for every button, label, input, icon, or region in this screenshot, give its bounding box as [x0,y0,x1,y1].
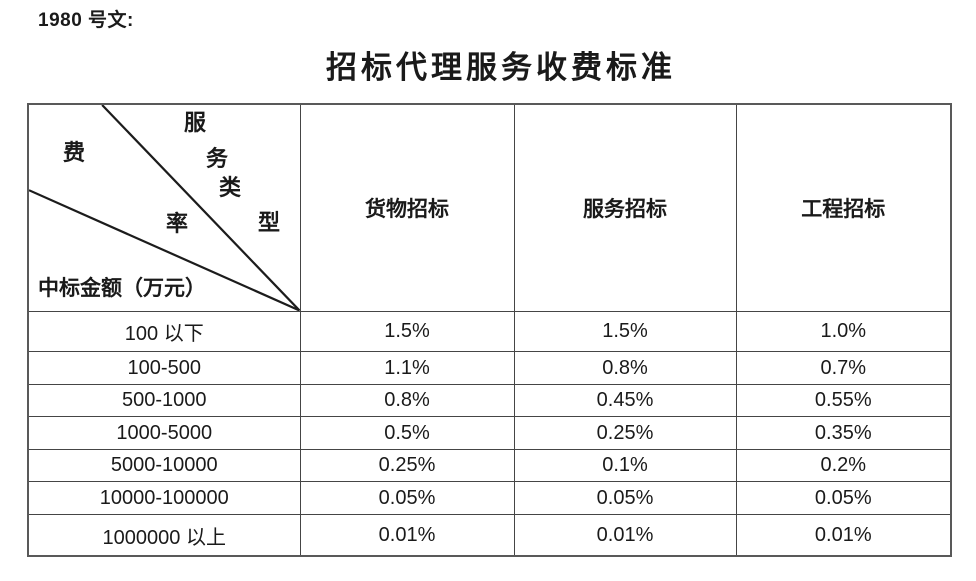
fee-value-goods: 0.01% [299,514,515,557]
table-row: 100-500 1.1% 0.8% 0.7% [27,351,952,385]
fee-value-service: 0.25% [513,416,737,450]
table-row: 1000000 以上 0.01% 0.01% 0.01% [27,514,952,557]
fee-value-engineering: 1.0% [735,310,952,353]
fee-value-engineering: 0.35% [735,416,952,450]
corner-service-type-char-1: 服 [184,110,207,135]
table-row: 5000-10000 0.25% 0.1% 0.2% [27,448,952,483]
fee-value-goods: 0.8% [299,383,515,418]
row-amount-label: 1000-5000 [27,416,301,450]
fee-value-goods: 0.5% [299,416,515,450]
fee-value-engineering: 0.01% [735,514,952,557]
table-row: 100 以下 1.5% 1.5% 1.0% [27,310,952,353]
corner-service-type-char-4: 型 [258,210,281,235]
column-header-service: 服务招标 [513,103,737,312]
row-amount-label: 500-1000 [27,383,301,418]
row-amount-label: 1000000 以上 [27,514,301,557]
fee-standard-table: 服 务 类 型 费 率 中标金额（万元） 货物招标 服务招标 工程招标 100 … [27,103,952,557]
table-row: 1000-5000 0.5% 0.25% 0.35% [27,416,952,450]
corner-fee-char: 费 [63,140,86,165]
fee-value-service: 0.05% [513,481,737,516]
diagonal-lines [29,105,299,310]
fee-value-engineering: 0.05% [735,481,952,516]
fee-value-goods: 0.25% [299,448,515,483]
row-amount-label: 100-500 [27,351,301,385]
corner-service-type-char-3: 类 [219,175,242,200]
row-amount-label: 100 以下 [27,310,301,353]
corner-service-type-char-2: 务 [206,146,229,171]
fee-value-service: 0.45% [513,383,737,418]
column-header-engineering: 工程招标 [735,103,952,312]
doc-number: 1980 号文: [38,10,134,31]
row-amount-label: 10000-100000 [27,481,301,516]
corner-rate-char: 率 [166,211,189,236]
diagonal-corner-cell: 服 务 类 型 费 率 中标金额（万元） [27,103,301,312]
fee-value-engineering: 0.2% [735,448,952,483]
table-row: 500-1000 0.8% 0.45% 0.55% [27,383,952,418]
row-amount-label: 5000-10000 [27,448,301,483]
fee-value-engineering: 0.7% [735,351,952,385]
fee-value-service: 1.5% [513,310,737,353]
fee-value-goods: 1.1% [299,351,515,385]
fee-value-goods: 1.5% [299,310,515,353]
fee-value-goods: 0.05% [299,481,515,516]
fee-value-service: 0.01% [513,514,737,557]
fee-value-service: 0.1% [513,448,737,483]
fee-value-engineering: 0.55% [735,383,952,418]
table-header-row: 服 务 类 型 费 率 中标金额（万元） 货物招标 服务招标 工程招标 [27,103,952,312]
fee-value-service: 0.8% [513,351,737,385]
page-title: 招标代理服务收费标准 [326,50,676,85]
table-row: 10000-100000 0.05% 0.05% 0.05% [27,481,952,516]
corner-amount-label: 中标金额（万元） [38,276,206,300]
column-header-goods: 货物招标 [299,103,515,312]
